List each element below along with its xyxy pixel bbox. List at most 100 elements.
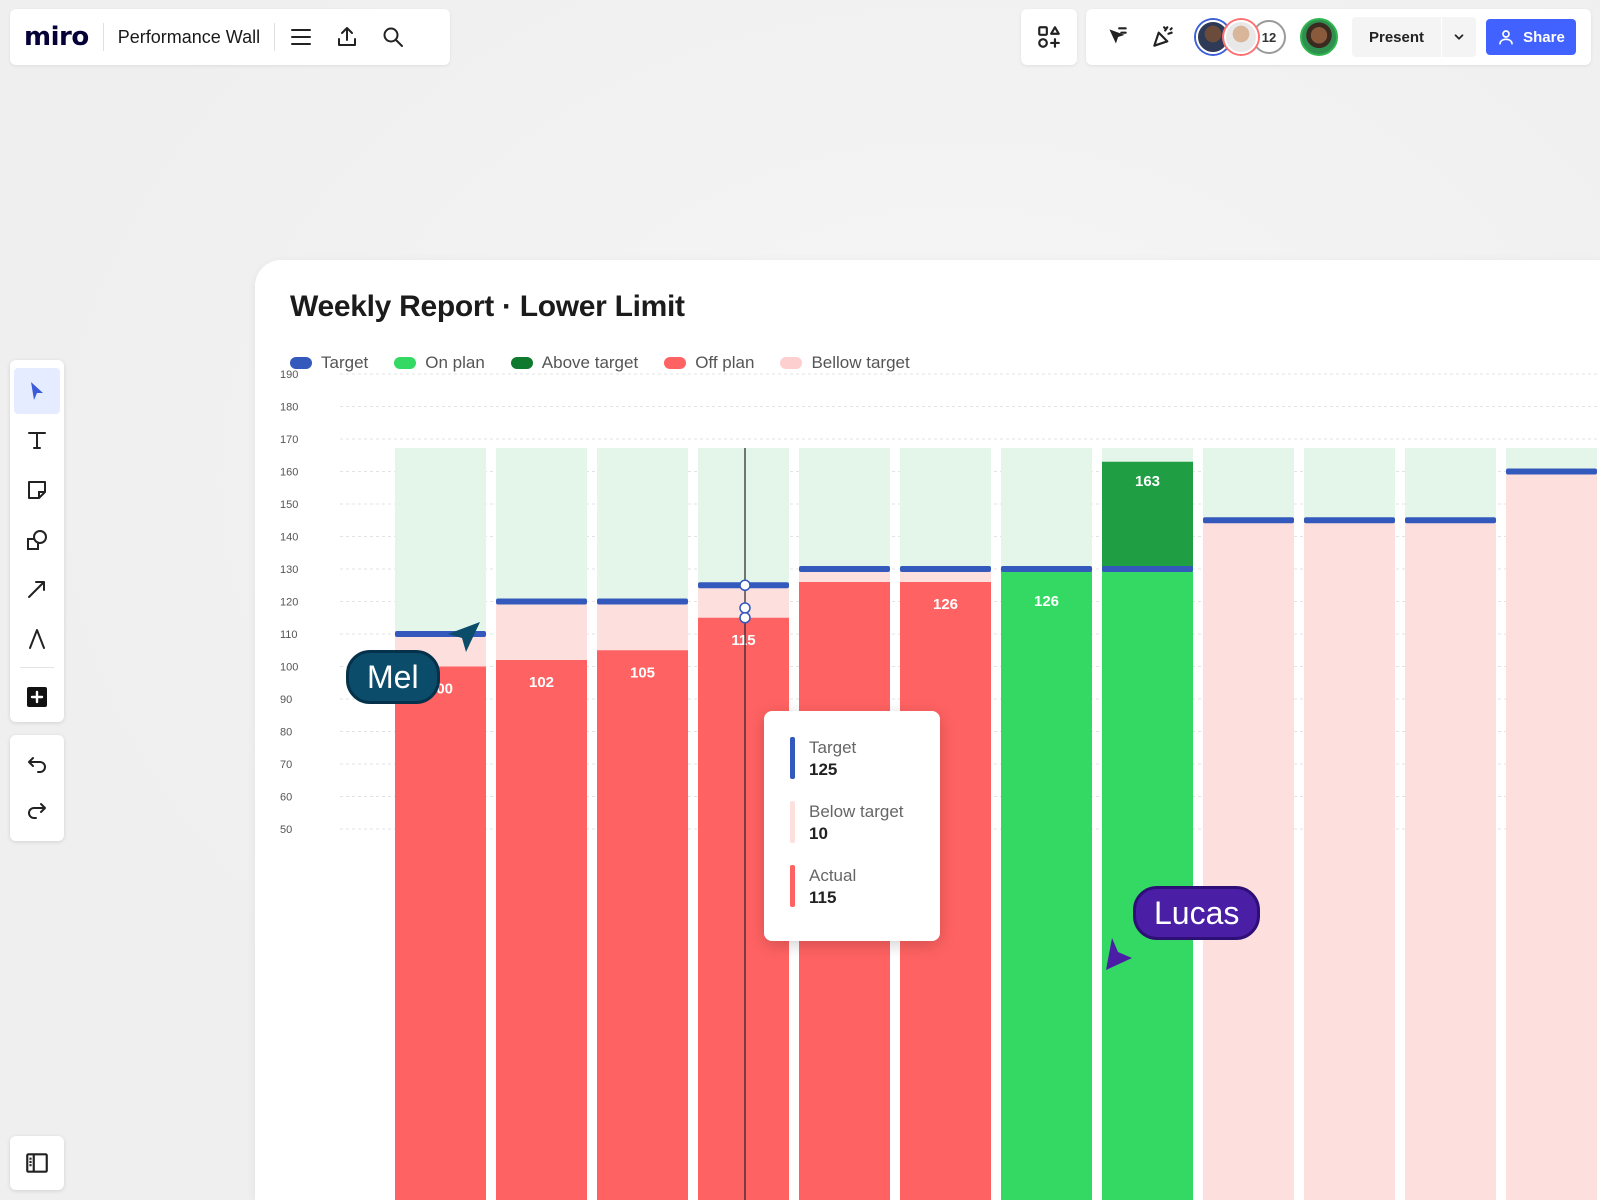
- bar-actual: [496, 660, 587, 1200]
- tooltip-marker: [790, 801, 795, 843]
- y-tick-label: 150: [280, 499, 298, 511]
- legend-label: Target: [321, 353, 369, 372]
- miro-logo[interactable]: miro: [24, 22, 89, 52]
- user-icon: [1499, 30, 1513, 45]
- tooltip-row-below-target: Below target 10: [790, 801, 940, 845]
- undo-redo-toolbar: [10, 735, 64, 841]
- target-line: [1001, 566, 1092, 572]
- target-line: [900, 566, 991, 572]
- tooltip-label: Actual: [809, 866, 857, 885]
- avatar[interactable]: [1196, 20, 1230, 54]
- y-tick-label: 70: [280, 759, 292, 771]
- present-button[interactable]: Present: [1352, 17, 1476, 57]
- bar-actual: [597, 650, 688, 1200]
- y-tick-label: 130: [280, 564, 298, 576]
- legend-swatch: [394, 357, 417, 369]
- target-line: [1405, 517, 1496, 524]
- y-tick-label: 180: [280, 402, 298, 414]
- tooltip-label: Target: [809, 738, 857, 757]
- bar-value-label: 102: [529, 674, 554, 691]
- avatar[interactable]: [1224, 20, 1258, 54]
- report-title: Weekly Report · Lower Limit: [290, 290, 685, 323]
- tooltip-value: 125: [809, 760, 838, 779]
- celebrate-icon[interactable]: [1140, 14, 1186, 60]
- target-line: [1304, 517, 1395, 524]
- y-tick-label: 50: [280, 824, 292, 836]
- legend-label: Above target: [541, 353, 639, 372]
- bar-on-plan: [1001, 569, 1092, 1200]
- bar-forecast: [1304, 520, 1395, 1200]
- cursor-pointer-icon: [1106, 938, 1132, 970]
- bar-actual: [395, 666, 486, 1200]
- board-title[interactable]: Performance Wall: [117, 26, 261, 47]
- select-tool[interactable]: [14, 368, 60, 414]
- redo-icon: [28, 803, 46, 819]
- bar-above-target: [1102, 461, 1193, 569]
- y-tick-label: 60: [280, 792, 292, 804]
- tooltip-value: 115: [809, 888, 837, 907]
- y-tick-label: 80: [280, 727, 292, 739]
- connector-tool[interactable]: [14, 566, 60, 612]
- collaborator-avatars[interactable]: 12: [1196, 20, 1286, 54]
- legend-swatch: [664, 357, 687, 369]
- legend-item-on-plan: On plan: [394, 353, 485, 373]
- shapes-icon: [27, 529, 47, 550]
- present-label: Present: [1368, 28, 1425, 46]
- panel-toggle-button[interactable]: [10, 1136, 64, 1190]
- legend-item-below-target: Bellow target: [780, 353, 910, 373]
- target-line: [1102, 566, 1193, 572]
- y-tick-label: 90: [280, 694, 292, 706]
- hover-point: [739, 602, 751, 614]
- current-user-avatar[interactable]: [1300, 18, 1338, 56]
- legend-item-target: Target: [290, 353, 368, 373]
- sticky-note-tool[interactable]: [14, 467, 60, 513]
- tooltip-value: 10: [809, 824, 828, 843]
- y-tick-label: 100: [280, 662, 298, 674]
- menu-icon[interactable]: [281, 17, 321, 57]
- cursor-follow-icon[interactable]: [1094, 14, 1140, 60]
- legend-label: Bellow target: [811, 353, 910, 372]
- share-label: Share: [1523, 28, 1565, 46]
- plus-icon: [27, 687, 47, 708]
- chevron-down-icon[interactable]: [1442, 30, 1476, 44]
- y-tick-label: 190: [280, 369, 298, 381]
- text-tool[interactable]: [14, 418, 60, 464]
- sticky-note-icon: [28, 480, 46, 499]
- collaborator-cursor-mel: Mel: [346, 650, 440, 704]
- collaborator-cursor-lucas: Lucas: [1133, 886, 1261, 940]
- target-line: [799, 566, 890, 572]
- apps-icon: [1038, 26, 1060, 48]
- creation-toolbar: [10, 360, 64, 722]
- share-button[interactable]: Share: [1486, 19, 1576, 55]
- undo-button[interactable]: [14, 742, 60, 788]
- more-tools-button[interactable]: [14, 674, 60, 720]
- y-tick-label: 170: [280, 434, 298, 446]
- tooltip-row-actual: Actual 115: [790, 865, 940, 909]
- target-line: [496, 598, 587, 605]
- hover-point: [739, 579, 751, 591]
- bar-value-label: 105: [630, 664, 655, 681]
- collaboration-toolbar: 12 Present Share: [1086, 9, 1591, 65]
- top-left-toolbar: miro Performance Wall: [10, 9, 450, 65]
- hover-point: [739, 612, 751, 624]
- redo-button[interactable]: [14, 788, 60, 834]
- target-line: [1506, 468, 1597, 475]
- y-tick-label: 120: [280, 597, 298, 609]
- export-icon[interactable]: [327, 17, 367, 57]
- y-tick-label: 140: [280, 532, 298, 544]
- y-tick-label: 160: [280, 467, 298, 479]
- target-line: [1203, 517, 1294, 524]
- apps-button[interactable]: [1021, 9, 1077, 65]
- legend-item-above-target: Above target: [510, 353, 639, 373]
- bar-forecast: [1203, 520, 1294, 1200]
- divider: [274, 23, 276, 51]
- search-icon[interactable]: [373, 17, 413, 57]
- bar-forecast: [1506, 471, 1597, 1200]
- bar-value-label: 126: [1034, 593, 1059, 610]
- target-line: [597, 598, 688, 605]
- sidebar-icon: [26, 1153, 48, 1173]
- cursor-pointer-icon: [448, 622, 480, 652]
- pen-tool[interactable]: [14, 616, 60, 662]
- shapes-tool[interactable]: [14, 517, 60, 563]
- bar-value-label: 115: [731, 632, 755, 649]
